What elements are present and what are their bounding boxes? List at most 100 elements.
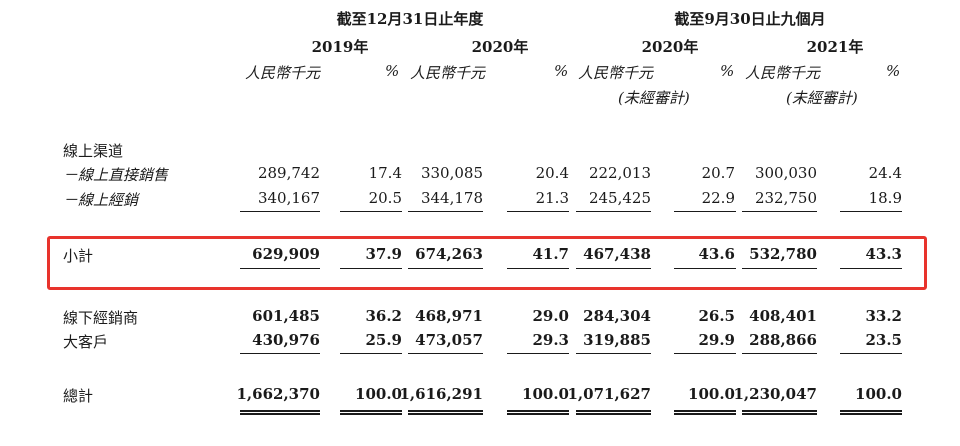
cell-value: 467,438 [583, 245, 651, 263]
cell-value: 232,750 [754, 189, 817, 207]
row-label-online-direct: －線上直接銷售 [63, 166, 169, 184]
cell-pct: 21.3 [535, 189, 569, 207]
cell-value: 300,030 [754, 164, 817, 182]
underline [240, 353, 320, 354]
double-underline [240, 410, 320, 415]
unit-pct-3: % [720, 62, 735, 80]
header-year-2020b: 2020年 [641, 38, 699, 56]
cell-pct: 24.4 [868, 164, 902, 182]
cell-value: 222,013 [588, 164, 651, 182]
unit-rmb-4: 人民幣千元 [745, 64, 821, 82]
cell-pct: 22.9 [701, 189, 735, 207]
cell-value: 408,401 [749, 307, 817, 325]
subtotal-highlight-box [47, 236, 927, 290]
unit-pct-1: % [385, 62, 400, 80]
cell-pct: 23.5 [865, 331, 902, 349]
underline [340, 211, 402, 212]
cell-value: 1,071,627 [567, 385, 651, 403]
cell-pct: 25.9 [365, 331, 402, 349]
cell-value: 674,263 [415, 245, 483, 263]
row-label-key-accounts: 大客戶 [63, 333, 109, 351]
header-group-nine-months: 截至9月30日止九個月 [674, 10, 826, 28]
underline [840, 268, 902, 269]
cell-value: 1,616,291 [399, 385, 483, 403]
cell-value: 1,662,370 [236, 385, 320, 403]
cell-pct: 100.0 [522, 385, 569, 403]
cell-pct: 43.6 [698, 245, 735, 263]
unit-rmb-1: 人民幣千元 [245, 64, 321, 82]
underline [742, 353, 817, 354]
cell-pct: 20.4 [535, 164, 569, 182]
row-label-total: 總計 [63, 387, 94, 405]
row-label-online-channel: 線上渠道 [63, 142, 124, 160]
cell-value: 330,085 [420, 164, 483, 182]
cell-pct: 29.0 [532, 307, 569, 325]
cell-value: 473,057 [415, 331, 483, 349]
underline [507, 268, 569, 269]
header-year-2019: 2019年 [311, 38, 369, 56]
cell-pct: 17.4 [368, 164, 402, 182]
cell-pct: 43.3 [865, 245, 902, 263]
cell-value: 430,976 [252, 331, 320, 349]
cell-pct: 18.9 [868, 189, 902, 207]
underline [840, 353, 902, 354]
double-underline [840, 410, 902, 415]
underline [507, 353, 569, 354]
underline [240, 211, 320, 212]
cell-pct: 36.2 [365, 307, 402, 325]
row-label-subtotal: 小計 [63, 247, 94, 265]
cell-pct: 100.0 [355, 385, 402, 403]
underline [340, 353, 402, 354]
underline [742, 268, 817, 269]
row-label-offline-distributors: 線下經銷商 [63, 309, 139, 327]
cell-value: 629,909 [252, 245, 320, 263]
row-label-online-distribution: －線上經銷 [63, 191, 139, 209]
cell-value: 319,885 [583, 331, 651, 349]
unit-unaudited-1: (未經審計) [618, 89, 690, 107]
header-group-annual: 截至12月31日止年度 [336, 10, 484, 28]
cell-value: 284,304 [583, 307, 651, 325]
underline [240, 268, 320, 269]
cell-pct: 20.5 [368, 189, 402, 207]
underline [674, 211, 736, 212]
unit-unaudited-2: (未經審計) [786, 89, 858, 107]
cell-value: 601,485 [252, 307, 320, 325]
cell-value: 340,167 [257, 189, 320, 207]
cell-value: 289,742 [257, 164, 320, 182]
underline [576, 211, 651, 212]
double-underline [408, 410, 483, 415]
cell-pct: 100.0 [855, 385, 902, 403]
underline [840, 211, 902, 212]
underline [507, 211, 569, 212]
double-underline [507, 410, 569, 415]
cell-value: 288,866 [749, 331, 817, 349]
underline [742, 211, 817, 212]
cell-pct: 41.7 [532, 245, 569, 263]
underline [674, 353, 736, 354]
underline [340, 268, 402, 269]
underline [674, 268, 736, 269]
double-underline [674, 410, 736, 415]
underline [408, 353, 483, 354]
underline [408, 268, 483, 269]
double-underline [742, 410, 817, 415]
header-year-2020a: 2020年 [471, 38, 529, 56]
unit-rmb-2: 人民幣千元 [410, 64, 486, 82]
unit-rmb-3: 人民幣千元 [578, 64, 654, 82]
cell-value: 1,230,047 [733, 385, 817, 403]
cell-pct: 37.9 [365, 245, 402, 263]
unit-pct-4: % [886, 62, 901, 80]
underline [408, 211, 483, 212]
cell-value: 468,971 [415, 307, 483, 325]
cell-pct: 26.5 [698, 307, 735, 325]
underline [576, 353, 651, 354]
unit-pct-2: % [554, 62, 569, 80]
cell-pct: 29.3 [532, 331, 569, 349]
cell-pct: 29.9 [698, 331, 735, 349]
underline [576, 268, 651, 269]
double-underline [340, 410, 402, 415]
header-year-2021: 2021年 [806, 38, 864, 56]
cell-pct: 20.7 [701, 164, 735, 182]
cell-pct: 33.2 [865, 307, 902, 325]
cell-value: 344,178 [420, 189, 483, 207]
